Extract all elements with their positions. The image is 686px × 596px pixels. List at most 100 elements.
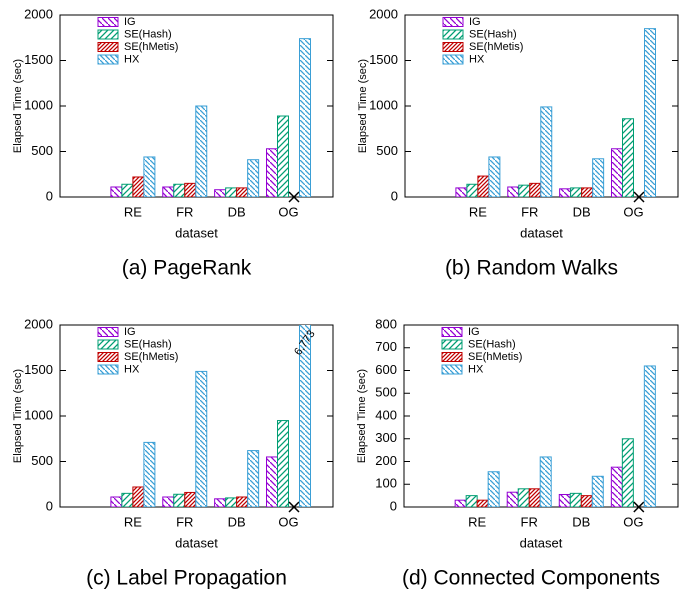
- y-tick-label: 1000: [24, 407, 53, 422]
- legend-label: HX: [469, 53, 485, 65]
- bar: [466, 183, 479, 197]
- bar: [173, 183, 186, 197]
- y-tick-label: 1500: [24, 52, 53, 67]
- x-tick-label: OG: [278, 514, 298, 529]
- x-tick-label: RE: [124, 514, 142, 529]
- legend-label: IG: [124, 16, 136, 28]
- value-label: 6,773: [292, 328, 318, 357]
- x-tick-label: RE: [469, 204, 487, 219]
- bar: [162, 496, 175, 507]
- y-tick-label: 600: [375, 362, 397, 377]
- bar: [121, 183, 134, 197]
- bar: [465, 495, 478, 507]
- bar: [236, 496, 249, 507]
- bar: [454, 499, 467, 507]
- chart-caption: (d) Connected Components: [402, 567, 660, 590]
- x-tick-label: OG: [278, 204, 298, 219]
- bar: [506, 491, 519, 507]
- bar: [529, 182, 542, 197]
- bar: [236, 187, 249, 197]
- bar: [477, 175, 490, 197]
- bar: [621, 438, 634, 507]
- legend-label: SE(hMetis): [469, 41, 523, 53]
- chart-panel: 0 500 1000 1500 2000 RE FR DB OG IGSE(Hash)SE(hMe…: [12, 6, 334, 280]
- bar: [644, 28, 657, 197]
- bar: [277, 115, 290, 197]
- legend-swatch: [441, 352, 463, 362]
- legend-label: IG: [124, 326, 136, 338]
- bar: [132, 486, 145, 507]
- legend-label: HX: [124, 53, 140, 65]
- bar: [540, 106, 553, 197]
- bar: [622, 118, 635, 197]
- legend-swatch: [97, 352, 119, 362]
- y-tick-label: 0: [46, 188, 53, 203]
- legend-swatch: [441, 339, 463, 350]
- x-axis-label: dataset: [520, 535, 563, 550]
- chart-panel: 0 100 200 300 400 500 600 700 800 RE FR DB OG IGSE(Ha…: [356, 316, 679, 590]
- x-tick-label: DB: [573, 204, 591, 219]
- y-tick-label: 1500: [24, 362, 53, 377]
- chart-caption: (c) Label Propagation: [86, 567, 287, 590]
- y-tick-label: 1000: [24, 97, 53, 112]
- missing-marker: [633, 191, 645, 203]
- bar: [488, 156, 501, 197]
- bar: [184, 182, 197, 197]
- x-tick-label: RE: [124, 204, 142, 219]
- y-axis-label: Elapsed Time (sec): [12, 369, 24, 463]
- y-tick-label: 2000: [369, 6, 398, 21]
- bar: [643, 365, 656, 507]
- legend-label: IG: [468, 326, 480, 338]
- x-tick-label: DB: [572, 514, 590, 529]
- legend-swatch: [97, 327, 119, 337]
- x-tick-label: DB: [228, 514, 246, 529]
- bar: [110, 186, 123, 197]
- x-tick-label: DB: [228, 204, 246, 219]
- bar: [539, 456, 552, 507]
- x-tick-label: FR: [176, 514, 193, 529]
- x-tick-label: RE: [468, 514, 486, 529]
- bar: [507, 186, 520, 197]
- bar: [528, 488, 541, 507]
- bar: [487, 471, 500, 507]
- legend-swatch: [97, 339, 119, 350]
- bar: [581, 187, 594, 197]
- y-tick-label: 500: [375, 385, 397, 400]
- bar: [570, 187, 583, 197]
- legend-label: HX: [124, 363, 140, 375]
- bar: [517, 488, 530, 507]
- chart-panel: 0 500 1000 1500 2000 RE FR DB OG IGSE(Hash)SE(hMe…: [357, 6, 679, 280]
- bar: [580, 495, 593, 507]
- missing-marker: [288, 191, 300, 203]
- legend-swatch: [97, 364, 119, 375]
- legend-swatch: [97, 42, 119, 52]
- bar: [299, 325, 312, 507]
- y-tick-label: 100: [375, 476, 397, 491]
- legend-label: SE(Hash): [469, 28, 517, 40]
- bar: [592, 158, 605, 197]
- bar: [184, 491, 197, 507]
- y-tick-label: 2000: [24, 316, 53, 331]
- y-axis-label: Elapsed Time (sec): [356, 369, 368, 463]
- y-tick-label: 700: [375, 339, 397, 354]
- bar: [225, 187, 238, 197]
- bar: [110, 496, 123, 507]
- bar: [247, 450, 260, 507]
- bar: [195, 105, 208, 197]
- y-tick-label: 1000: [369, 97, 398, 112]
- bar: [611, 148, 624, 197]
- missing-marker: [633, 501, 645, 513]
- bar: [559, 188, 572, 197]
- y-axis-label: Elapsed Time (sec): [357, 59, 369, 153]
- y-tick-label: 1500: [369, 52, 398, 67]
- legend-swatch: [442, 17, 464, 27]
- bar: [143, 441, 156, 507]
- legend-swatch: [442, 29, 464, 40]
- y-axis-label: Elapsed Time (sec): [12, 59, 24, 153]
- y-tick-label: 0: [46, 498, 53, 513]
- bar: [195, 370, 208, 507]
- x-tick-label: OG: [623, 204, 643, 219]
- bar: [121, 492, 134, 507]
- legend-label: SE(hMetis): [468, 351, 522, 363]
